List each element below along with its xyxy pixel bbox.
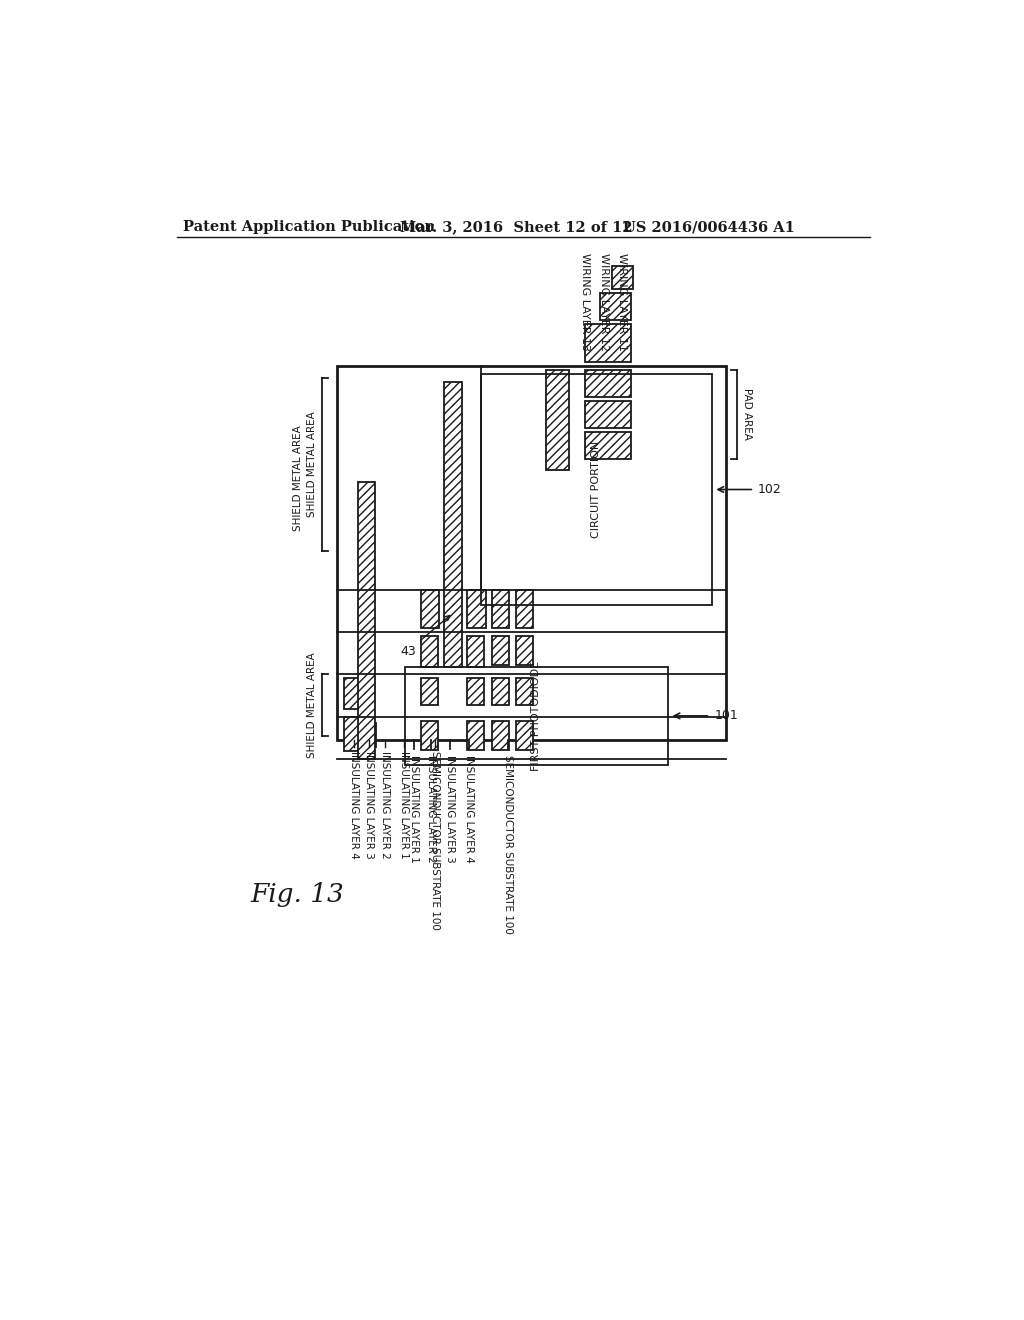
Bar [467,721,484,750]
Bar [600,293,631,321]
Bar [337,367,726,739]
Bar [515,590,532,628]
Text: SEMICONDUCTOR SUBSTRATE 100: SEMICONDUCTOR SUBSTRATE 100 [503,755,513,935]
Text: PAD AREA: PAD AREA [741,388,752,441]
Bar [467,590,485,628]
Text: INSULATING LAYER 2: INSULATING LAYER 2 [426,755,436,863]
Bar [493,636,509,665]
Bar [585,323,631,363]
Text: Mar. 3, 2016  Sheet 12 of 12: Mar. 3, 2016 Sheet 12 of 12 [400,220,633,234]
Text: SEMICONDUCTOR SUBSTRATE 100: SEMICONDUCTOR SUBSTRATE 100 [430,751,439,931]
Text: US 2016/0064436 A1: US 2016/0064436 A1 [624,220,796,234]
Bar [421,721,438,750]
Bar [611,267,634,289]
Text: 43: 43 [400,615,450,657]
Text: INSULATING LAYER 3: INSULATING LAYER 3 [365,751,374,859]
Bar [357,482,375,759]
Bar [493,721,509,750]
Bar [444,381,463,667]
Bar [493,678,509,705]
Bar [481,374,712,605]
Text: INSULATING LAYER 3: INSULATING LAYER 3 [445,755,455,863]
Text: INSULATING LAYER 4: INSULATING LAYER 4 [464,755,474,863]
Text: 102: 102 [758,483,782,496]
Bar [362,723,376,747]
Bar [421,636,438,667]
Bar [515,678,532,705]
Text: WIRING LAYER 11: WIRING LAYER 11 [616,253,627,351]
Bar [344,678,359,709]
Bar [585,370,631,397]
Text: WIRING LAYER 13: WIRING LAYER 13 [580,253,590,351]
Text: INSULATING LAYER 1: INSULATING LAYER 1 [399,751,409,859]
Bar [515,636,532,665]
Text: CIRCUIT PORTION: CIRCUIT PORTION [592,441,601,539]
Bar [547,370,569,470]
Bar [421,678,438,705]
Text: Patent Application Publication: Patent Application Publication [183,220,435,234]
Bar [585,432,631,459]
Text: FIRST PHOTODIODE: FIRST PHOTODIODE [531,661,542,771]
Bar [493,590,509,628]
Bar [515,721,532,750]
Text: Fig. 13: Fig. 13 [250,882,344,907]
Text: INSULATING LAYER 4: INSULATING LAYER 4 [349,751,358,859]
Text: SHIELD METAL AREA: SHIELD METAL AREA [294,425,303,531]
Text: SHIELD METAL AREA: SHIELD METAL AREA [307,652,317,758]
Bar [585,401,631,428]
Bar [406,667,668,766]
Text: SHIELD METAL AREA: SHIELD METAL AREA [307,412,317,517]
Text: 101: 101 [714,709,738,722]
Text: INSULATING LAYER 1: INSULATING LAYER 1 [409,755,419,863]
Bar [344,717,359,751]
Text: WIRING LAYER 12: WIRING LAYER 12 [599,252,609,351]
Bar [421,590,439,628]
Bar [467,678,484,705]
Text: INSULATING LAYER 2: INSULATING LAYER 2 [380,751,390,859]
Bar [467,636,484,667]
